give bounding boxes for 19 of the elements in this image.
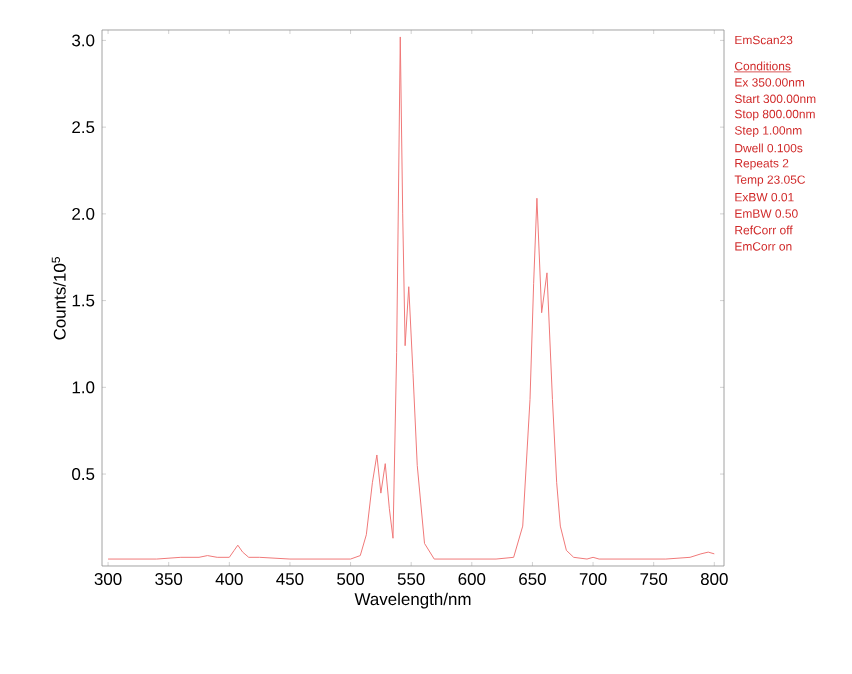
y-axis-title: Counts/10$^{5}$: [51, 257, 66, 340]
y-tick-label: 1.5: [72, 294, 95, 307]
y-tick-label: 2.5: [72, 121, 95, 134]
x-tick-label: 600: [458, 573, 486, 586]
x-tick-label: 650: [519, 573, 546, 586]
x-tick-label: 300: [94, 573, 122, 586]
y-tick-label: 1.0: [72, 381, 95, 394]
x-tick-label: 700: [579, 573, 607, 586]
x-tick-label: 450: [276, 573, 304, 586]
x-tick-label: 350: [155, 573, 183, 586]
x-tick-label: 750: [640, 573, 668, 586]
x-tick-label: 550: [397, 573, 425, 586]
y-tick-label: 2.0: [72, 207, 95, 220]
x-axis-title: Wavelength/nm: [354, 592, 471, 609]
x-tick-label: 400: [215, 573, 243, 586]
x-tick-label: 500: [337, 573, 365, 586]
y-tick-label: 0.5: [72, 468, 95, 481]
y-tick-label: 3.0: [72, 34, 95, 47]
x-tick-label: 800: [700, 573, 728, 586]
